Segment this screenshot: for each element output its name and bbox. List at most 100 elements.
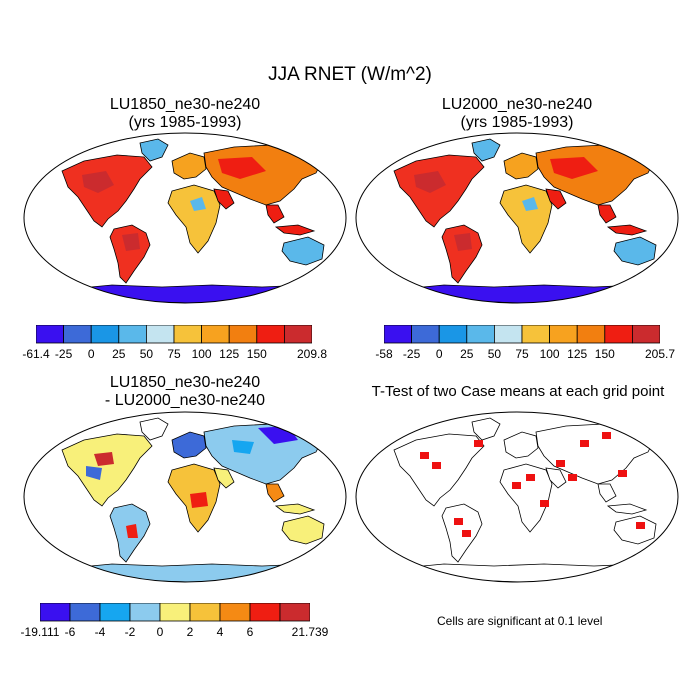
colorbar-tick-label: 150 [246, 347, 267, 361]
continent-south-america [109, 224, 151, 284]
colorbar-tick-label: -58 [375, 347, 393, 361]
continent-africa [499, 463, 553, 533]
figure-title: JJA RNET (W/m^2) [268, 64, 432, 85]
colorbar-swatch [228, 325, 258, 344]
colorbar-tick-label: 4 [216, 625, 224, 639]
panel-1-title-line1: LU1850_ne30-ne240 [109, 96, 261, 113]
map-frame [23, 411, 347, 583]
panel-3-title: LU1850_ne30-ne240 - LU2000_ne30-ne240 [20, 374, 350, 410]
continent-africa [499, 184, 553, 254]
colorbar-swatches [40, 603, 310, 622]
colorbar-tick-label: -4 [94, 625, 106, 639]
panel-3-title-line2: - LU2000_ne30-ne240 [104, 392, 266, 409]
colorbar-swatch [279, 603, 310, 622]
map3-patch-3 [190, 492, 208, 508]
map2-patch-2 [522, 197, 538, 211]
significant-cell [636, 522, 645, 529]
colorbar-swatch [201, 325, 230, 344]
colorbar-tick-label: 75 [167, 347, 181, 361]
map-ttest [355, 411, 679, 583]
continent-arabia [213, 188, 235, 210]
colorbar-tick-label: -61.4 [22, 347, 50, 361]
map3-patch-5 [126, 524, 138, 538]
continent-north-america [393, 433, 485, 507]
colorbar-tick-label: 125 [219, 347, 240, 361]
continent-europe [503, 431, 539, 459]
colorbar-swatch [384, 325, 413, 344]
continent-europe [171, 152, 207, 180]
continent-europe [171, 431, 207, 459]
colorbar-tick-label: 6 [246, 625, 254, 639]
continent-australia [281, 236, 325, 266]
colorbar-swatch [173, 325, 203, 344]
colorbar-swatches [36, 325, 312, 344]
colorbar-tick-label: -6 [64, 625, 76, 639]
significant-cell [474, 440, 483, 447]
colorbar-swatch [36, 325, 65, 344]
continent-maritime [274, 224, 316, 236]
colorbar-swatch [466, 325, 495, 344]
significant-cell [432, 462, 441, 469]
map-lu1850 [23, 132, 347, 304]
map-land-group [388, 138, 657, 303]
colorbar-swatch [283, 325, 312, 344]
colorbar-swatch [189, 603, 221, 622]
continent-indochina [597, 483, 617, 503]
colorbar-lu2000: -58 -25 0 25 50 75 100 125 150 205.7 [375, 325, 675, 363]
significant-cell [420, 452, 429, 459]
colorbar-tick-label: 25 [112, 347, 126, 361]
continent-maritime [606, 224, 648, 236]
panel-4-title: T-Test of two Case means at each grid po… [350, 383, 686, 401]
colorbar-tick-label: 150 [594, 347, 615, 361]
continent-antarctica [388, 563, 656, 582]
colorbar-difference: -19.111 -6 -4 -2 0 2 4 6 21.739 [21, 603, 328, 641]
colorbar-swatch [256, 325, 285, 344]
continent-africa [167, 184, 221, 254]
colorbar-swatch [438, 325, 468, 344]
continent-south-america [441, 224, 483, 284]
significant-cell [580, 440, 589, 447]
panel-2-title-line2: (yrs 1985-1993) [460, 114, 574, 131]
panel-2-title-line1: LU2000_ne30-ne240 [441, 96, 593, 113]
colorbar-swatch [159, 603, 191, 622]
colorbar-swatch [576, 325, 606, 344]
colorbar-tick-label: 0 [87, 347, 95, 361]
panel-1-title-line2: (yrs 1985-1993) [128, 114, 242, 131]
colorbar-swatch [604, 325, 633, 344]
map2-patch-0 [414, 171, 446, 193]
colorbar-swatch [249, 603, 281, 622]
significant-cell [618, 470, 627, 477]
continent-arabia [545, 188, 567, 210]
colorbar-tick-label: -2 [124, 625, 136, 639]
colorbar-tick-label: 50 [139, 347, 154, 361]
continent-australia [613, 515, 657, 545]
colorbar-swatch [118, 325, 147, 344]
colorbar-tick-label: 125 [567, 347, 588, 361]
colorbar-tick-label: 100 [191, 347, 212, 361]
colorbar-tick-label: 2 [186, 625, 194, 639]
significant-cell [526, 474, 535, 481]
continent-arabia [545, 467, 567, 489]
continent-north-america [61, 154, 153, 228]
continent-antarctica [388, 284, 656, 303]
colorbar-tick-label: 25 [460, 347, 474, 361]
significant-cell [540, 500, 549, 507]
colorbar-tick-label: 75 [515, 347, 529, 361]
continent-greenland [471, 138, 501, 162]
significant-cell [454, 518, 463, 525]
continent-greenland [471, 417, 501, 441]
map1-patch-1 [218, 157, 266, 179]
colorbar-swatch [63, 325, 92, 344]
colorbar-lu1850: -61.4 -25 0 25 50 75 100 125 150 209.8 [22, 325, 327, 363]
panel-1-title: LU1850_ne30-ne240 (yrs 1985-1993) [20, 96, 350, 132]
significant-cell [462, 530, 471, 537]
colorbar-tick-label: 209.8 [296, 347, 328, 361]
colorbar-tick-label: -25 [402, 347, 421, 361]
continent-antarctica [56, 563, 324, 582]
colorbar-tick-label: 100 [539, 347, 560, 361]
continent-greenland [139, 417, 169, 441]
continent-north-america [393, 154, 485, 228]
colorbar-swatch [90, 325, 120, 344]
map-land-group [56, 417, 325, 582]
colorbar-tick-label: 0 [435, 347, 443, 361]
